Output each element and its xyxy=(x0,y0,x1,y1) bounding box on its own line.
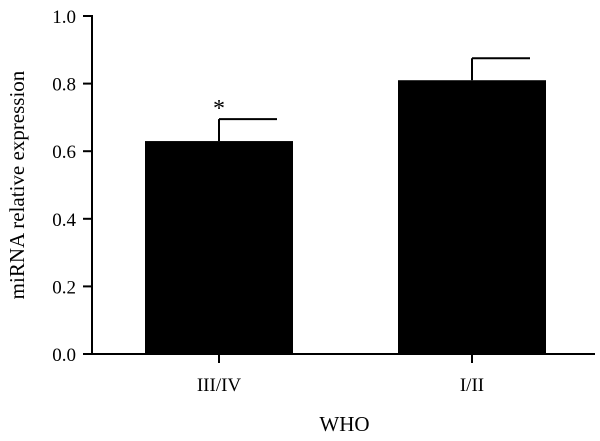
bars: * xyxy=(145,57,546,354)
y-tick-label: 0.4 xyxy=(52,210,76,231)
y-tick-label: 0.8 xyxy=(52,75,76,96)
y-axis-ticks: 0.0 0.2 0.4 0.6 0.8 1.0 xyxy=(52,7,92,366)
y-tick-label: 1.0 xyxy=(52,7,76,28)
y-tick-label: 0.6 xyxy=(52,142,76,163)
y-axis-title: miRNA relative expression xyxy=(5,70,29,299)
y-tick-label: 0.0 xyxy=(52,345,76,366)
x-axis-tick-labels: III/IV I/II xyxy=(197,354,484,396)
significance-marker: * xyxy=(213,96,225,122)
bar xyxy=(398,80,546,354)
y-tick-label: 0.2 xyxy=(52,277,76,298)
bar xyxy=(145,141,293,354)
x-tick-label: I/II xyxy=(460,375,484,396)
x-tick-label: III/IV xyxy=(197,375,242,396)
x-axis-title: WHO xyxy=(319,412,369,436)
